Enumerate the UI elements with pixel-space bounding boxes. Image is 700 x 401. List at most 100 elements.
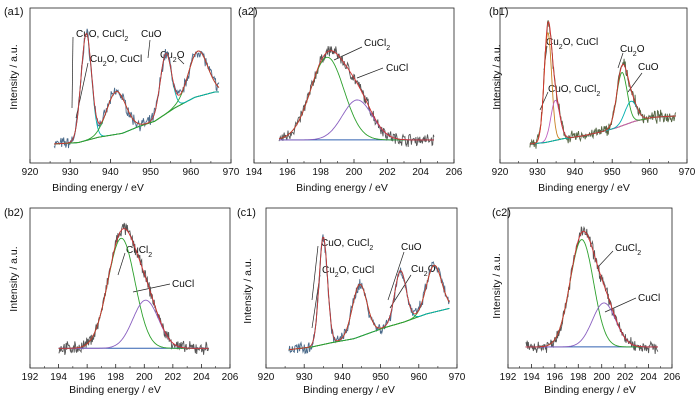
x-tick-label: 970 — [223, 167, 240, 178]
y-axis-label: Intensity / a.u. — [242, 258, 254, 323]
annotation-text: CuO — [638, 62, 659, 73]
annotation-cucl: CuCl — [356, 63, 408, 79]
panel-label: (c1) — [237, 207, 256, 219]
x-tick-label: 970 — [449, 372, 466, 383]
panel-label: (a1) — [4, 6, 24, 18]
annotation-cuo: CuO — [387, 242, 422, 301]
annotation-cucl2: CuCl2 — [597, 243, 641, 268]
plot-series — [529, 20, 677, 149]
annotation-cucl2: CuCl2 — [117, 245, 152, 276]
annotation-text: Cu2O, CuCl — [90, 54, 142, 68]
x-axis-label: Binding energy / eV — [303, 384, 395, 396]
panel-label: (b2) — [4, 207, 24, 219]
x-tick-label: 930 — [529, 167, 546, 178]
x-tick-label: 960 — [641, 167, 658, 178]
x-tick-label: 200 — [346, 167, 363, 178]
fit-envelope-line — [58, 228, 209, 349]
annotation-cucl2: CuCl2 — [333, 38, 390, 61]
plot-series — [288, 234, 450, 355]
annotation-text: CuCl — [638, 293, 660, 304]
x-tick-label: 950 — [372, 372, 389, 383]
plot-axes: 194 196 198 200 202 204 206 — [246, 7, 463, 178]
x-tick-label: 950 — [604, 167, 621, 178]
annotation-line — [597, 250, 614, 268]
y-axis-label: Intensity / a.u. — [491, 44, 503, 109]
annotation-text: Cu2O — [620, 44, 645, 58]
plot-axes: 920 930 940 950 960 970 — [22, 7, 240, 178]
fit-component-line — [58, 299, 209, 349]
annotation-line — [604, 297, 637, 313]
raw-spectrum-line — [58, 222, 210, 356]
annotation-cuo: CuO — [141, 29, 162, 59]
plot-axes: 192 194 196 198 200 202 204 206 — [22, 207, 239, 383]
fit-component-line — [278, 56, 434, 141]
x-tick-label: 206 — [446, 167, 463, 178]
plot-series — [53, 28, 220, 149]
x-axis-label: Binding energy / eV — [52, 182, 144, 194]
annotation-line — [147, 39, 151, 59]
fit-component-line — [525, 302, 658, 348]
x-tick-label: 960 — [410, 372, 427, 383]
annotation-text: CuO — [141, 29, 162, 40]
annotation-cucl: CuCl — [604, 293, 660, 313]
annotation-line — [333, 46, 363, 61]
annotation-text: CuO, CuCl2 — [548, 84, 600, 98]
annotation-text: CuO, CuCl2 — [321, 238, 373, 252]
plot-axes: 192 194 196 198 200 202 204 206 — [500, 207, 681, 383]
x-tick-label: 204 — [193, 372, 210, 383]
x-tick-label: 940 — [566, 167, 583, 178]
y-axis-label: Intensity / a.u. — [491, 253, 503, 318]
annotation-text: CuCl2 — [126, 245, 152, 259]
x-tick-label: 194 — [246, 167, 263, 178]
annotation-text: Cu2O, CuCl — [546, 37, 598, 51]
x-axis-label: Binding energy / eV — [538, 182, 630, 194]
x-tick-label: 940 — [334, 372, 351, 383]
annotation-text: CuCl2 — [615, 243, 641, 257]
annotation-cuo: CuO — [627, 62, 659, 93]
y-axis-label: Intensity / a.u. — [8, 246, 20, 311]
plot-series — [58, 222, 210, 356]
annotation-line — [177, 57, 185, 65]
x-tick-label: 960 — [182, 167, 199, 178]
x-tick-label: 198 — [107, 372, 124, 383]
panel-b2: (b2) Intensity / a.u. Binding energy / e… — [4, 207, 239, 396]
annotation-cu2o: Cu2O — [617, 44, 645, 69]
panel-a1: (a1) Intensity / a.u. Binding energy / e… — [4, 6, 240, 194]
x-tick-label: 192 — [500, 372, 517, 383]
x-tick-label: 200 — [136, 372, 153, 383]
x-tick-label: 196 — [79, 372, 96, 383]
x-tick-label: 198 — [312, 167, 329, 178]
annotation-text: CuCl — [172, 279, 194, 290]
panel-c1: (c1) Intensity / a.u. Binding energy / e… — [237, 207, 466, 396]
annotation-line — [117, 252, 126, 276]
x-tick-label: 194 — [523, 372, 540, 383]
x-tick-label: 202 — [617, 372, 634, 383]
annotation-line — [539, 91, 549, 111]
x-tick-label: 206 — [222, 372, 239, 383]
annotation-line — [311, 245, 319, 301]
annotation-text: CuCl2 — [364, 38, 390, 52]
x-axis-label: Binding energy / eV — [69, 384, 161, 396]
x-tick-label: 200 — [593, 372, 610, 383]
fit-component-line — [529, 100, 676, 145]
x-tick-label: 206 — [664, 372, 681, 383]
x-tick-label: 970 — [679, 167, 696, 178]
plot-series — [525, 225, 659, 354]
fit-envelope-line — [529, 21, 676, 145]
plot-axes: 920 930 940 950 960 970 — [492, 7, 696, 178]
raw-spectrum-line — [278, 46, 435, 148]
panel-label: (b1) — [489, 6, 509, 18]
plot-series — [278, 46, 435, 148]
annotation-cuo-cucl2: CuO, CuCl2 — [311, 238, 373, 301]
annotation-line — [356, 67, 384, 79]
x-tick-label: 920 — [22, 167, 39, 178]
annotation-line — [617, 52, 624, 69]
x-tick-label: 940 — [102, 167, 119, 178]
annotation-text: Cu2O, CuCl — [322, 265, 374, 279]
fit-component-line — [529, 99, 676, 145]
annotation-cuo-cucl2: CuO, CuCl2 — [71, 29, 128, 109]
annotation-text: CuO — [401, 242, 422, 253]
x-tick-label: 202 — [165, 372, 182, 383]
x-tick-label: 196 — [279, 167, 296, 178]
